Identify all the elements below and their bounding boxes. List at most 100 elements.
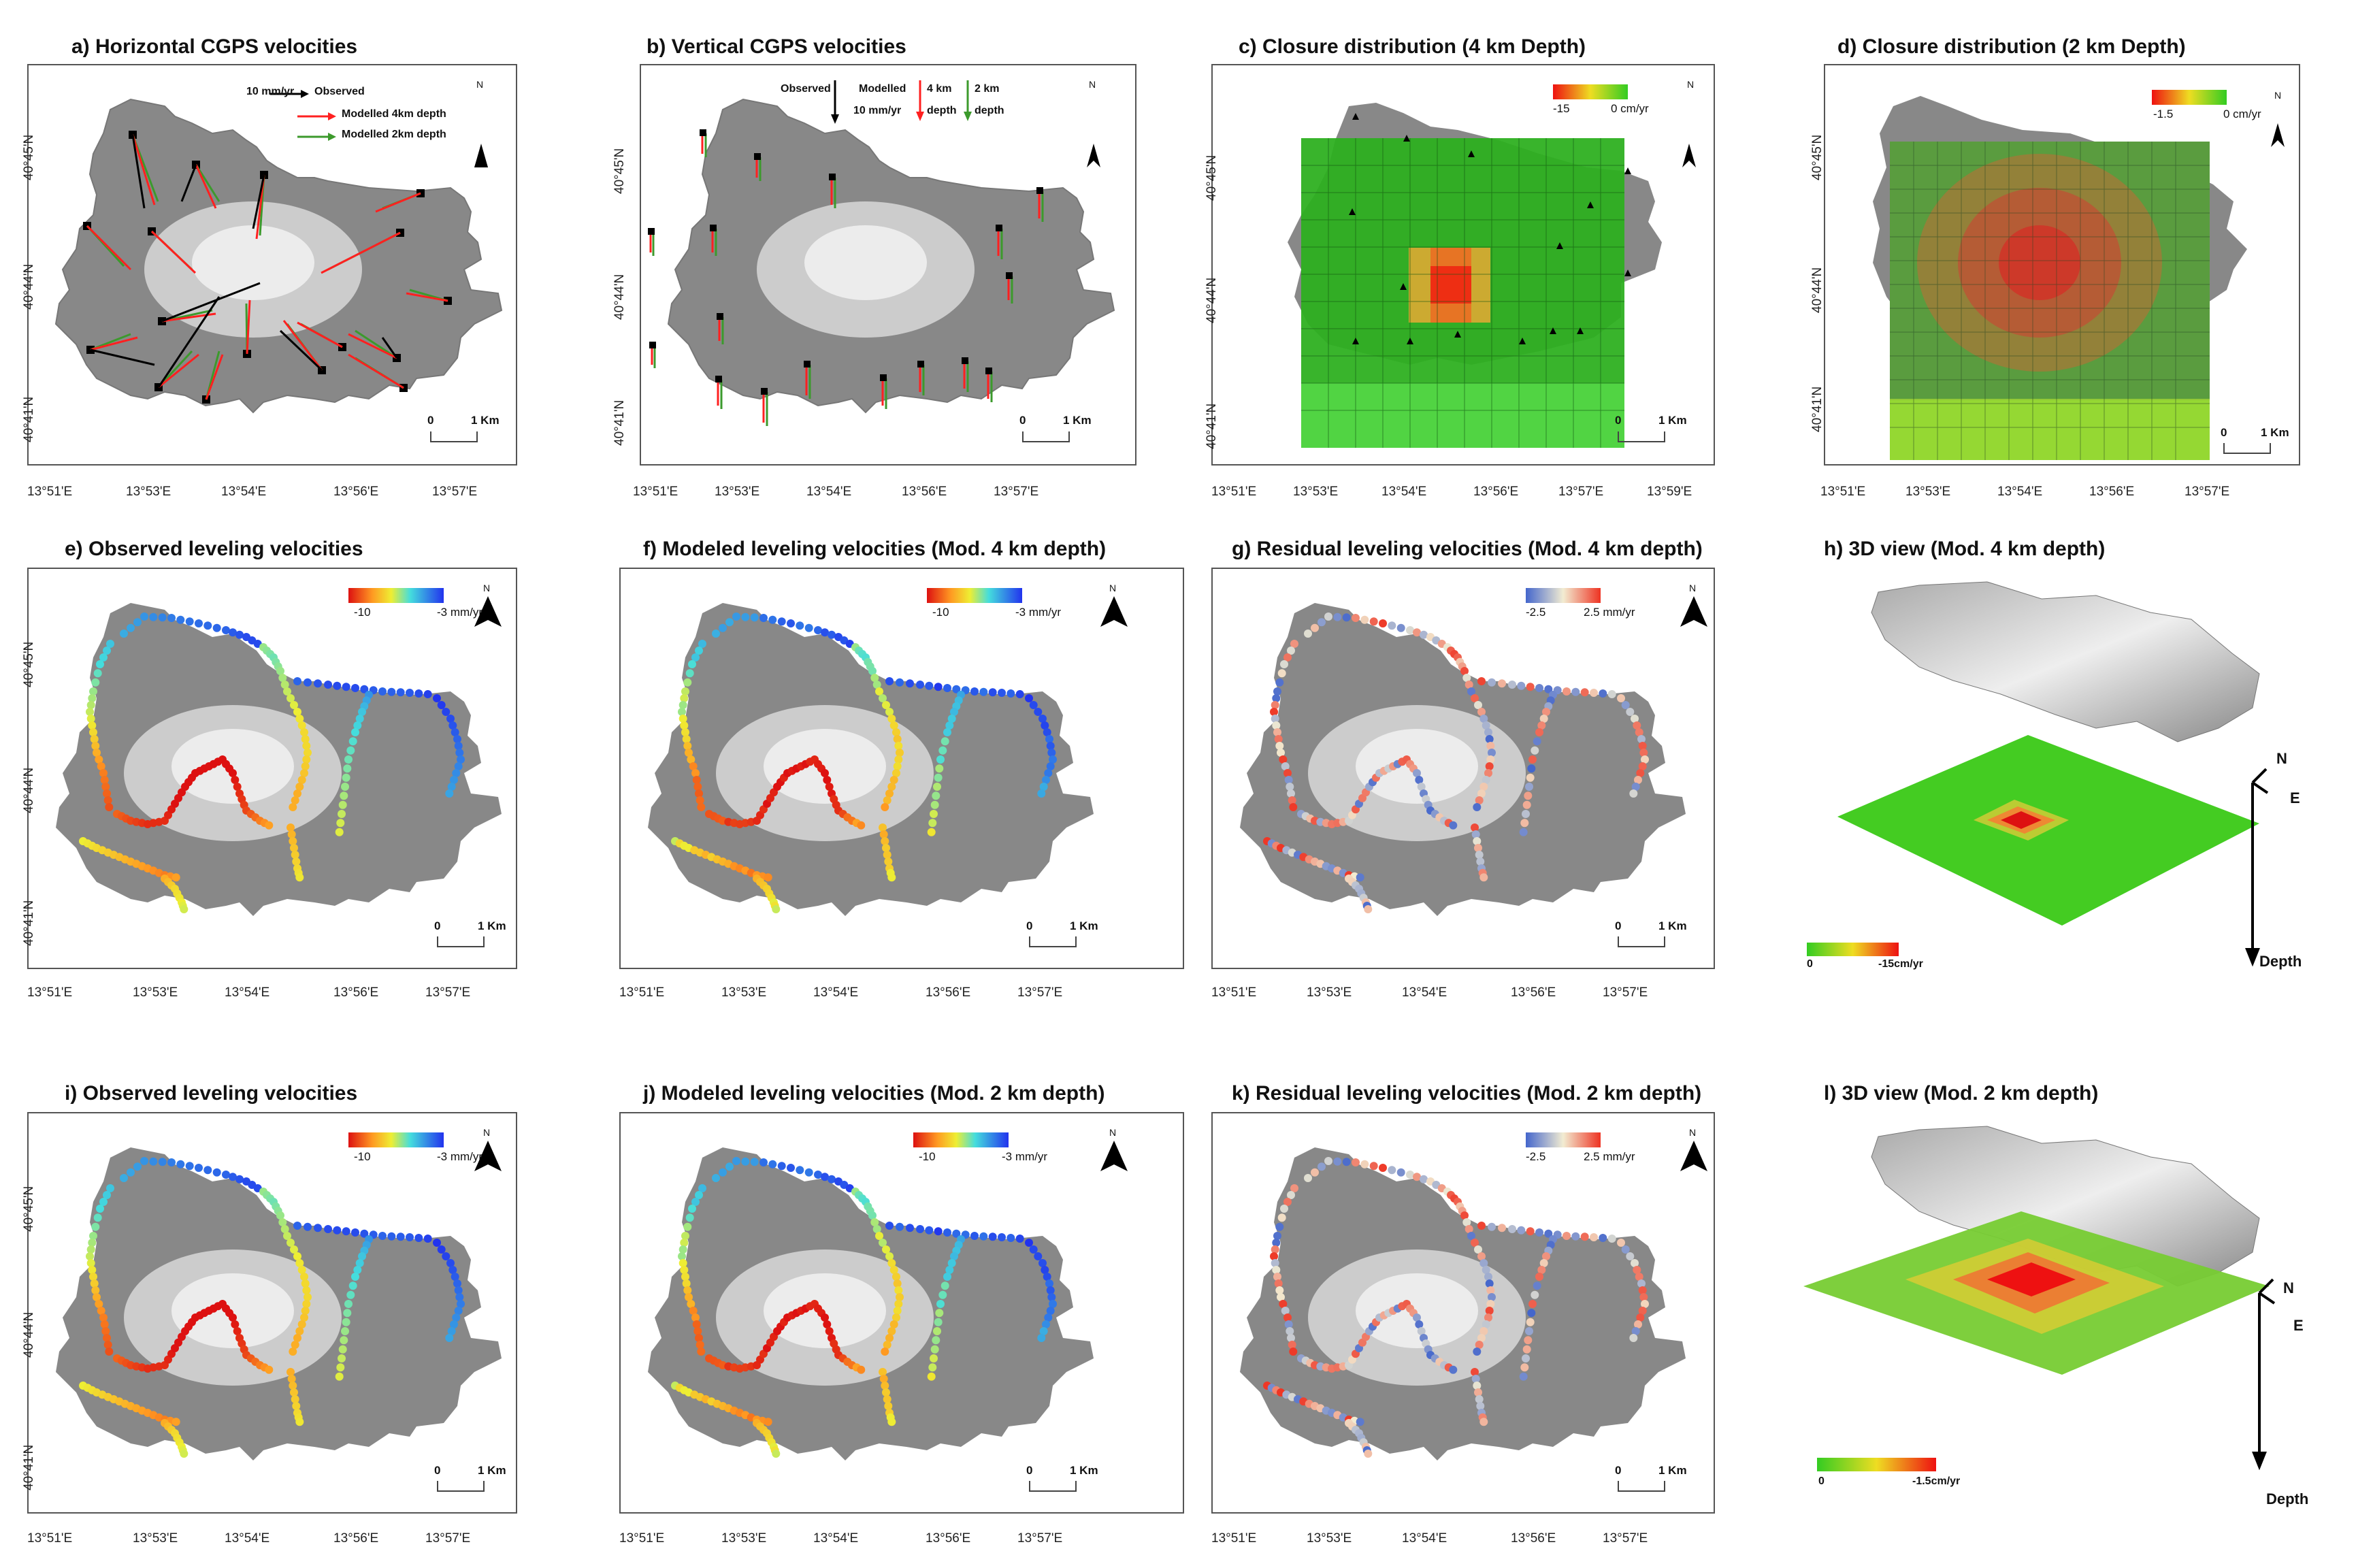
lon-tick: 13°56'E — [926, 985, 971, 1000]
lon-tick: 13°53'E — [133, 1531, 178, 1546]
scalebar-zero: 0 — [1026, 1464, 1033, 1477]
leveling-benchmark — [933, 783, 941, 791]
leveling-benchmark — [1485, 1307, 1494, 1315]
panel-k-map — [1240, 1147, 1686, 1460]
lon-tick: 13°51'E — [619, 985, 665, 1000]
leveling-benchmark — [355, 1259, 364, 1267]
leveling-benchmark — [952, 685, 961, 693]
leveling-benchmark — [290, 701, 298, 709]
leveling-benchmark — [105, 1348, 114, 1356]
scalebar-km: 1 Km — [2261, 426, 2289, 439]
leveling-benchmark — [455, 749, 464, 757]
leveling-benchmark — [796, 1166, 804, 1175]
leveling-benchmark — [1413, 1173, 1421, 1181]
leveling-benchmark — [86, 1259, 95, 1267]
leveling-benchmark — [814, 626, 822, 634]
leveling-benchmark — [691, 769, 700, 777]
lon-tick: 13°57'E — [1017, 985, 1063, 1000]
leveling-benchmark — [1379, 619, 1387, 627]
leveling-benchmark — [896, 678, 904, 687]
scalebar-zero: 0 — [1615, 919, 1622, 932]
leveling-benchmark — [1044, 769, 1053, 777]
colorbar — [1553, 84, 1628, 99]
leveling-benchmark — [314, 1224, 322, 1232]
leveling-benchmark — [1474, 844, 1482, 852]
leveling-benchmark — [1539, 715, 1548, 723]
leveling-benchmark — [338, 800, 347, 809]
leveling-benchmark — [930, 810, 938, 818]
leveling-benchmark — [338, 1345, 347, 1354]
axis-n-label: N — [2276, 750, 2287, 767]
leveling-benchmark — [343, 1309, 352, 1318]
leveling-benchmark — [893, 762, 902, 770]
lon-tick: 13°51'E — [1211, 1531, 1257, 1546]
panel-e-map — [56, 603, 502, 916]
leveling-benchmark — [1633, 721, 1641, 730]
grid-lines — [1301, 138, 1624, 448]
legend-modelled-label: Modelled — [859, 83, 906, 95]
lon-tick: 13°57'E — [1017, 1531, 1063, 1546]
leveling-benchmark — [1460, 667, 1469, 675]
leveling-benchmark — [892, 1313, 900, 1322]
leveling-benchmark — [1482, 776, 1490, 784]
leveling-benchmark — [872, 681, 881, 689]
leveling-benchmark — [1417, 783, 1426, 791]
leveling-benchmark — [885, 677, 894, 685]
leveling-benchmark — [940, 737, 949, 746]
cbar-max: 2.5 mm/yr — [1584, 606, 1635, 619]
leveling-benchmark — [892, 1273, 900, 1281]
leveling-benchmark — [1352, 614, 1360, 622]
leveling-benchmark — [1498, 679, 1506, 688]
leveling-benchmark — [88, 1266, 97, 1274]
scalebar-km: 1 Km — [471, 414, 500, 427]
lon-tick: 13°56'E — [2089, 485, 2135, 499]
leveling-benchmark — [1318, 1162, 1326, 1171]
panel-l-3d-view — [1803, 1126, 2276, 1471]
leveling-benchmark — [149, 1157, 158, 1166]
leveling-benchmark — [879, 1368, 887, 1376]
leveling-benchmark — [804, 1168, 813, 1177]
leveling-benchmark — [276, 667, 284, 675]
leveling-benchmark — [821, 628, 829, 637]
scalebar-km: 1 Km — [1658, 1464, 1687, 1477]
leveling-benchmark — [1042, 776, 1050, 784]
panel-d-frame: -1.5 0 cm/yr N 0 1 Km — [1824, 64, 2300, 466]
leveling-benchmark — [678, 701, 687, 709]
leveling-benchmark — [1046, 762, 1055, 770]
lon-tick: 13°54'E — [813, 1531, 859, 1546]
leveling-benchmark — [1281, 1307, 1290, 1315]
lon-tick: 13°54'E — [225, 985, 270, 1000]
leveling-benchmark — [1607, 1235, 1616, 1243]
leveling-benchmark — [287, 1239, 295, 1247]
leveling-benchmark — [1484, 769, 1492, 777]
leveling-benchmark — [894, 742, 903, 750]
leveling-benchmark — [1283, 769, 1292, 777]
leveling-benchmark — [414, 689, 423, 698]
leveling-benchmark — [814, 1171, 822, 1179]
leveling-benchmark — [768, 615, 777, 624]
leveling-benchmark — [879, 823, 887, 832]
leveling-benchmark — [1479, 873, 1488, 882]
leveling-benchmark — [889, 721, 898, 730]
leveling-benchmark — [346, 1290, 355, 1299]
leveling-benchmark — [1029, 1245, 1038, 1254]
leveling-benchmark — [1369, 617, 1378, 626]
leveling-benchmark — [340, 1336, 348, 1345]
scalebar — [1022, 431, 1070, 442]
leveling-benchmark — [1406, 626, 1414, 634]
leveling-benchmark — [936, 1300, 945, 1308]
lon-tick: 13°53'E — [1905, 485, 1951, 499]
panel-i-frame: -10 -3 mm/yr N 0 1 Km — [27, 1112, 517, 1514]
leveling-benchmark — [681, 687, 689, 696]
lon-tick: 13°57'E — [994, 485, 1039, 499]
leveling-benchmark — [979, 1232, 988, 1241]
scalebar-zero: 0 — [1019, 414, 1026, 427]
leveling-benchmark — [1477, 1222, 1486, 1230]
lon-tick: 13°53'E — [1307, 985, 1352, 1000]
leveling-benchmark — [185, 1162, 194, 1171]
leveling-benchmark — [698, 1184, 706, 1192]
lon-tick: 13°56'E — [333, 1531, 379, 1546]
leveling-benchmark — [1599, 1234, 1607, 1242]
leveling-benchmark — [768, 1160, 777, 1169]
leveling-benchmark — [894, 1286, 903, 1294]
